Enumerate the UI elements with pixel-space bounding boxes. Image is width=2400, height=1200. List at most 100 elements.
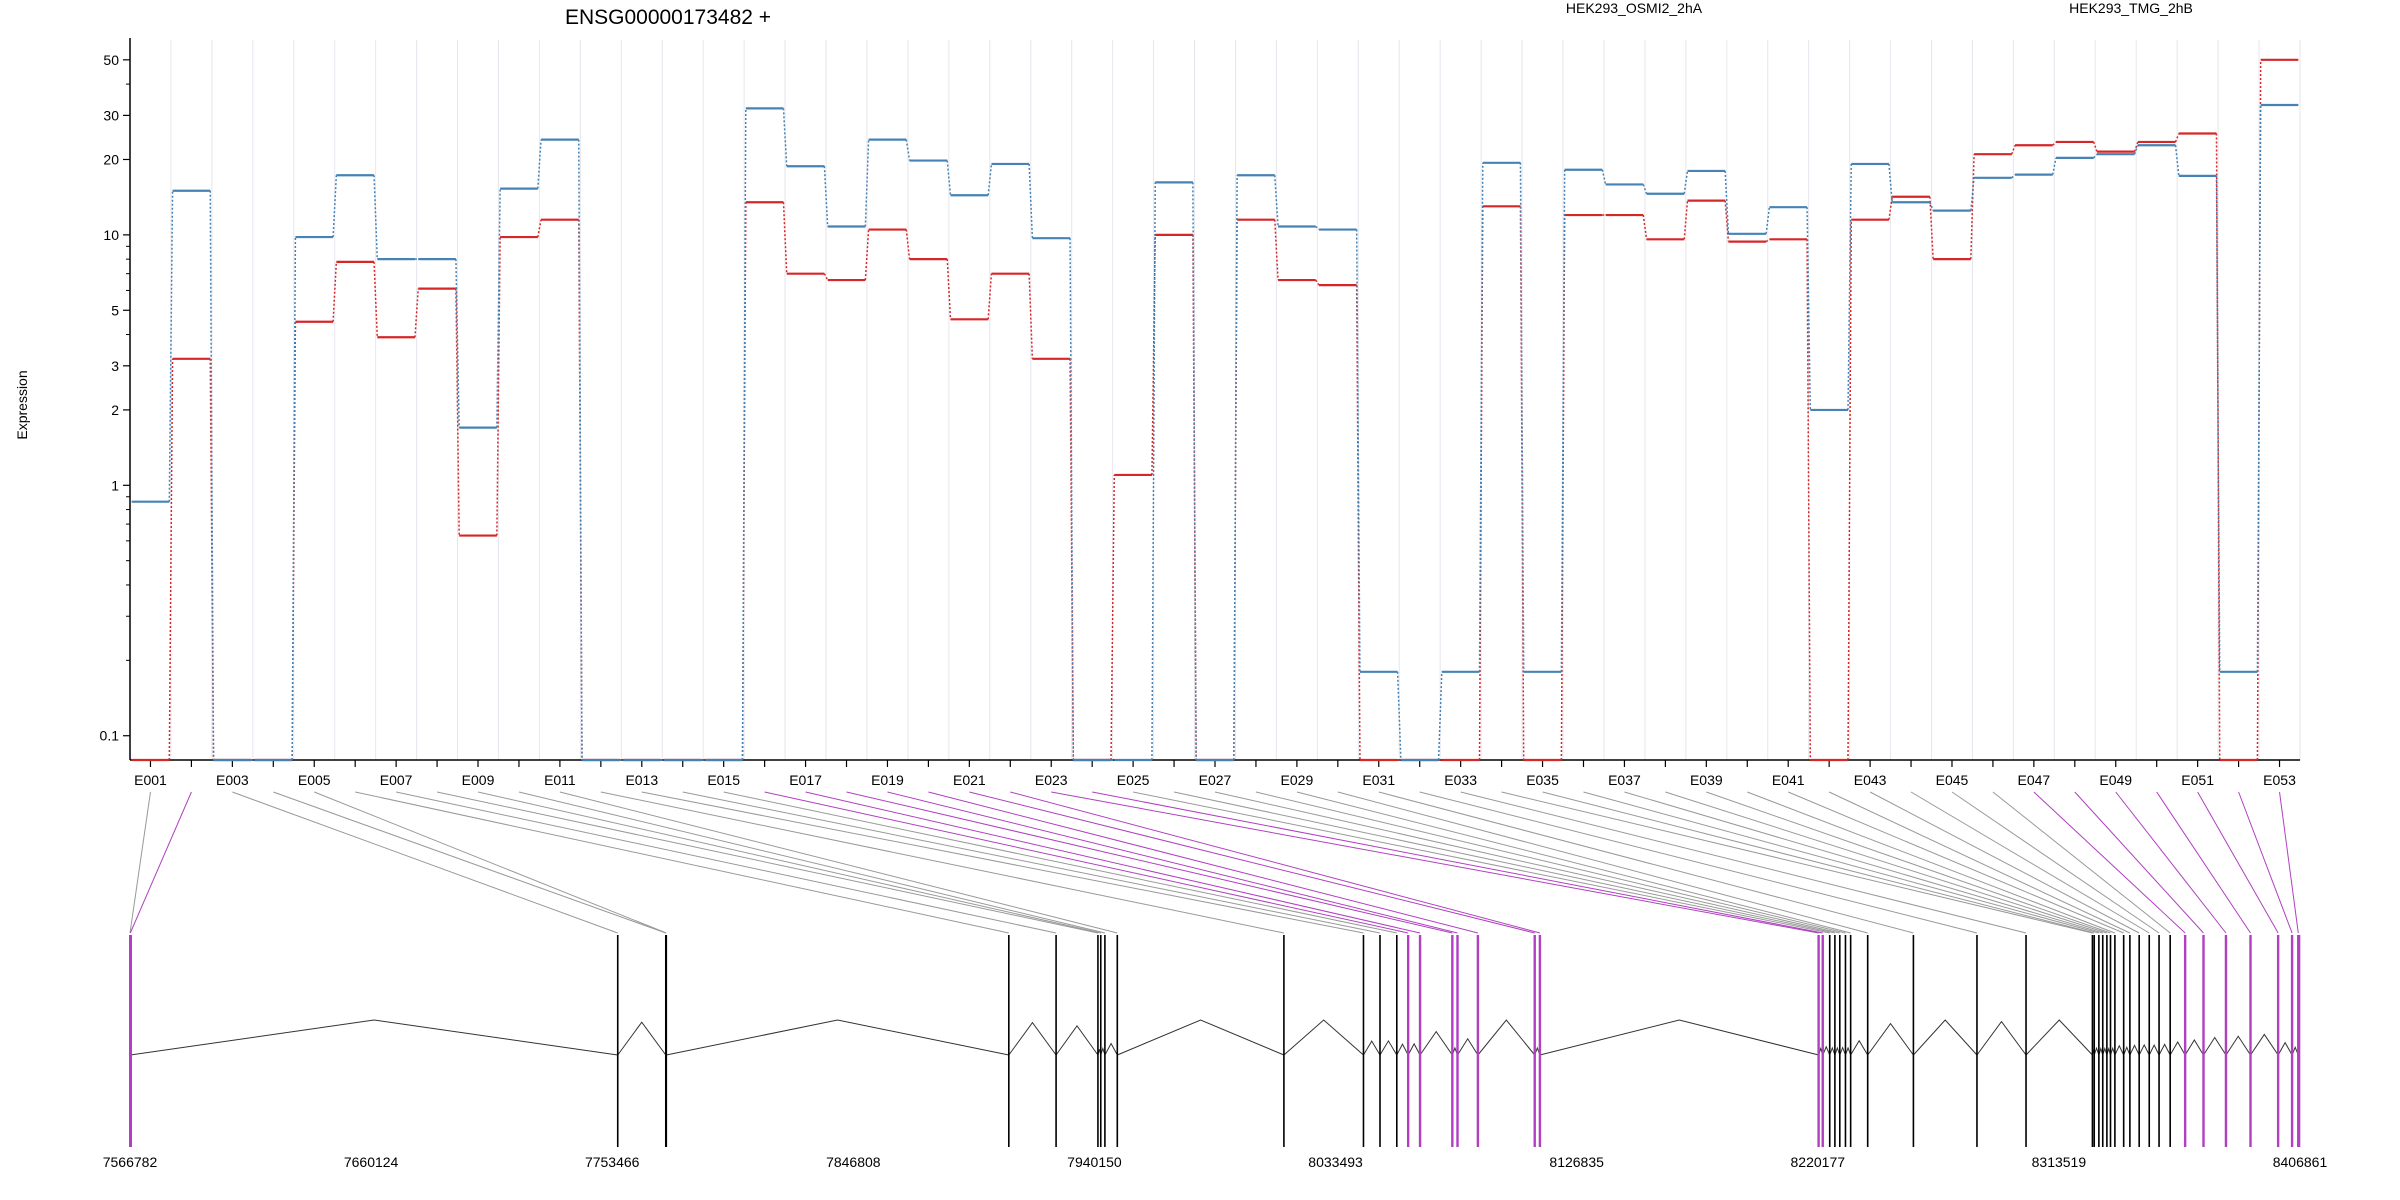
coordinate-label: 7846808 — [826, 1154, 881, 1170]
series-connector — [987, 163, 993, 196]
intron — [1913, 1019, 1978, 1056]
series-connector — [864, 229, 870, 281]
series-connector — [2051, 157, 2057, 175]
coordinate-label: 8033493 — [1308, 1154, 1363, 1170]
exon-connector — [2156, 791, 2251, 934]
exon-connector — [805, 791, 1421, 934]
x-tick-label: E051 — [2181, 772, 2214, 788]
x-tick-label: E001 — [134, 772, 167, 788]
exon-connector — [1419, 791, 1978, 934]
intron — [2169, 1041, 2186, 1056]
intron — [2123, 1045, 2131, 1056]
series-connector — [1192, 234, 1197, 761]
x-tick-label: E029 — [1281, 772, 1314, 788]
coordinate-label: 8126835 — [1549, 1154, 1604, 1170]
exon-connector — [1828, 791, 2131, 934]
coordinate-label: 8220177 — [1791, 1154, 1846, 1170]
y-tick-label: 3 — [111, 358, 119, 374]
series-connector — [1724, 200, 1730, 242]
series-1 — [131, 58, 2299, 762]
series-connector — [168, 358, 174, 761]
x-tick-label: E043 — [1854, 772, 1887, 788]
series-connector — [537, 139, 542, 189]
y-tick-label: 2 — [111, 402, 119, 418]
intron — [130, 1019, 618, 1056]
series-connector — [2052, 141, 2057, 146]
intron — [1867, 1022, 1914, 1056]
intron — [666, 1019, 1009, 1056]
intron — [2250, 1033, 2279, 1056]
x-tick-label: E033 — [1444, 772, 1477, 788]
x-tick-label: E009 — [462, 772, 495, 788]
series-lines — [131, 58, 2299, 762]
exon-connector — [559, 791, 1118, 934]
x-tick-label: E003 — [216, 772, 249, 788]
intron — [1539, 1019, 1819, 1056]
intron — [1839, 1046, 1846, 1056]
exon-connector — [846, 791, 1453, 934]
x-tick-label: E045 — [1936, 772, 1969, 788]
exon-connector — [887, 791, 1458, 934]
exon-connector — [1051, 791, 1819, 934]
series-connector — [1396, 671, 1402, 761]
exon-connector — [396, 791, 1057, 934]
x-tick-label: E005 — [298, 772, 331, 788]
exon-connector — [1951, 791, 2160, 934]
exon-connector — [723, 791, 1397, 934]
intron — [1008, 1021, 1057, 1056]
series-connector — [1683, 200, 1689, 240]
series-connector — [2092, 141, 2098, 152]
y-tick-label: 50 — [103, 52, 119, 68]
coordinate-label: 7753466 — [585, 1154, 640, 1170]
series-connector — [373, 261, 379, 338]
x-tick-label: E019 — [871, 772, 904, 788]
y-tick-label: 0.1 — [100, 728, 120, 744]
series-connector — [1929, 196, 1934, 260]
exon-connector — [1747, 791, 2116, 934]
intron — [1845, 1046, 1852, 1056]
exon-connector — [641, 791, 1364, 934]
exon-connector — [314, 791, 667, 934]
gene-model: 7566782 7660124 7753466 7846808 7940150 80334… — [103, 935, 2328, 1170]
series-connector — [496, 237, 501, 536]
series-connector — [2011, 174, 2016, 179]
exon-connector — [1255, 791, 1846, 934]
series-connector — [414, 288, 419, 338]
series-connector — [209, 190, 215, 761]
series-connector — [2174, 133, 2180, 143]
series-connector — [1315, 279, 1320, 286]
series-connector — [1806, 207, 1812, 410]
exon-connector — [928, 791, 1479, 934]
series-connector — [1437, 671, 1443, 761]
coordinate-label: 7660124 — [344, 1154, 399, 1170]
series-2 — [131, 103, 2299, 762]
y-tick-label: 30 — [103, 107, 119, 123]
coordinate-label: 8406861 — [2273, 1154, 2328, 1170]
x-tick-label: E007 — [380, 772, 413, 788]
exon-connector — [2197, 791, 2279, 934]
exon-block — [2297, 935, 2301, 1147]
x-tick-label: E037 — [1608, 772, 1641, 788]
intron — [2025, 1019, 2093, 1056]
series-connector — [537, 219, 542, 238]
y-tick-label: 10 — [103, 227, 119, 243]
exon-connector — [969, 791, 1535, 934]
intron — [1379, 1039, 1398, 1056]
exon-connector — [129, 791, 192, 934]
exon-connector — [1460, 791, 2027, 934]
series-connector — [2011, 144, 2016, 155]
x-tick-label: E025 — [1117, 772, 1150, 788]
series-connector — [1355, 229, 1361, 672]
series-connector — [2133, 144, 2139, 155]
intron — [1055, 1025, 1099, 1056]
exon-connector — [1378, 791, 1914, 934]
intron — [2129, 1044, 2140, 1056]
vertical-grid — [129, 40, 2301, 760]
exon-connector — [2115, 791, 2227, 934]
exon-connector — [1869, 791, 2140, 934]
exon-connector — [1173, 791, 1835, 934]
axes: 0.1 1 2 3 5 10 20 30 50 E001 E003 E005 E007 E009 E011 E… — [100, 38, 2300, 788]
exon-connector — [2238, 791, 2293, 934]
series-connector — [577, 139, 583, 761]
intron — [1457, 1037, 1479, 1056]
